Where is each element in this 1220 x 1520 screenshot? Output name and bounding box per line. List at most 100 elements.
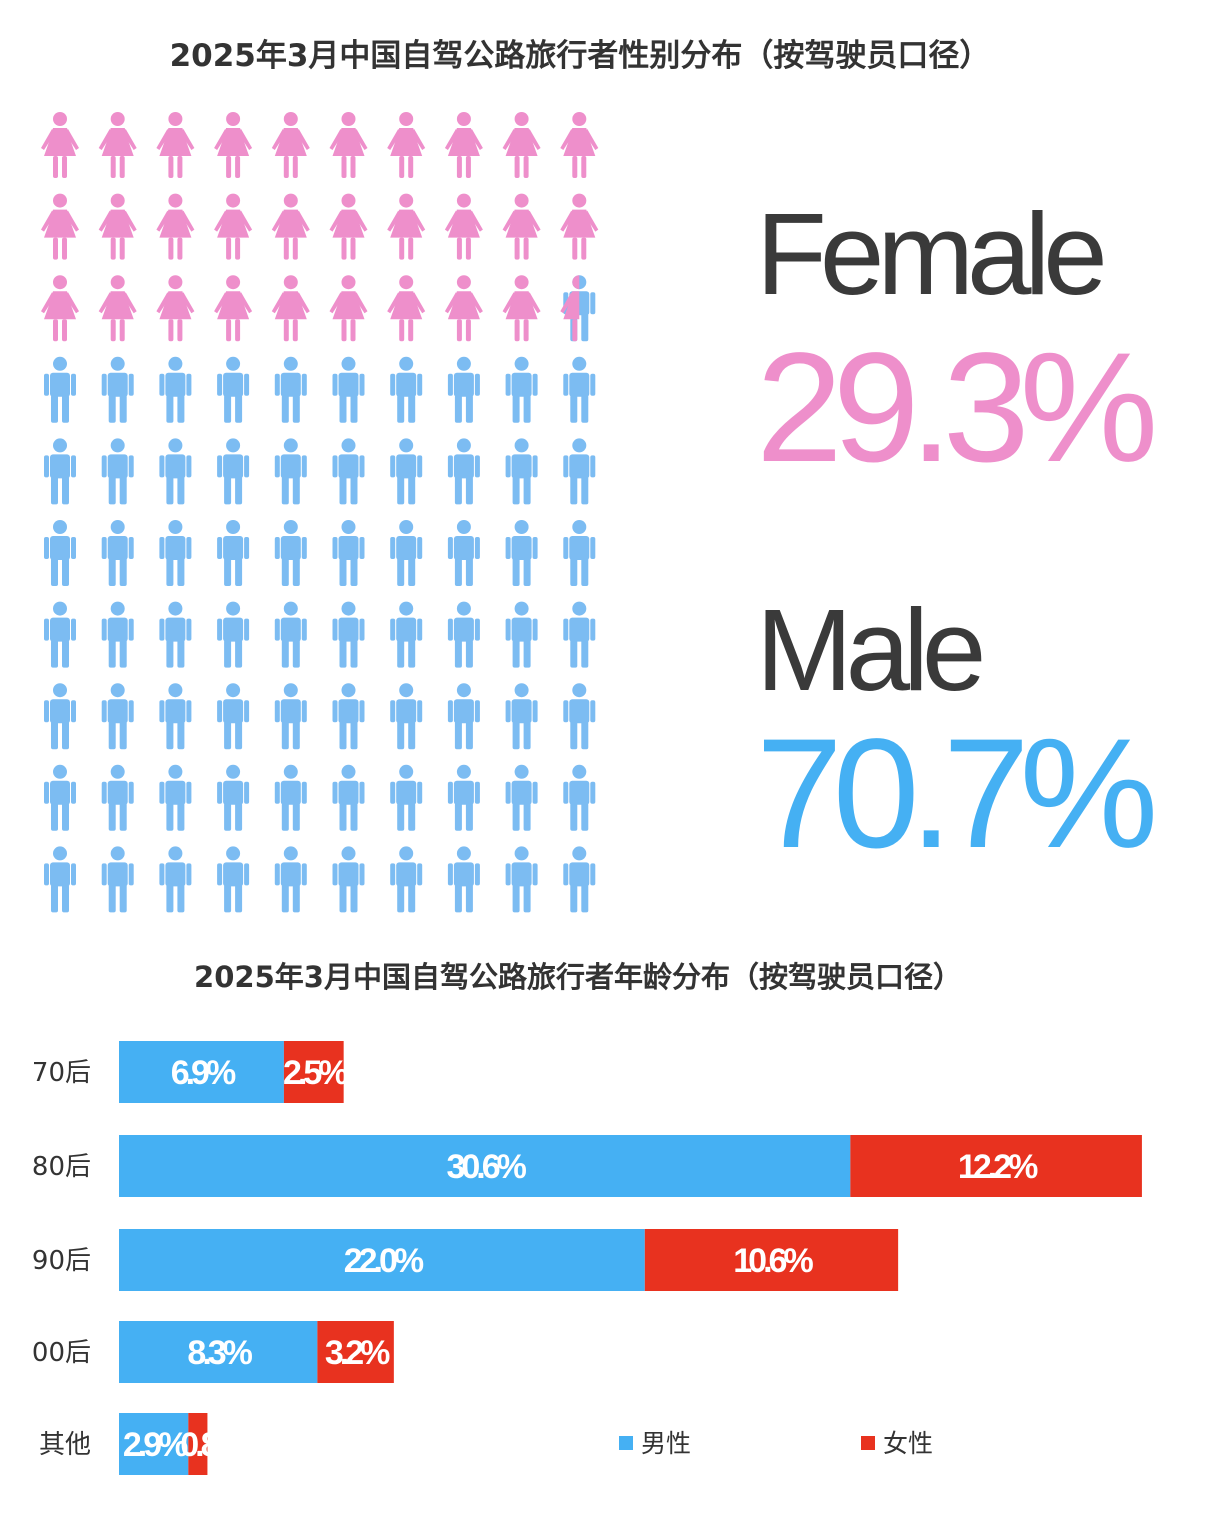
male-person-icon [563,520,596,586]
male-person-icon [159,846,192,913]
male-person-icon [44,846,76,913]
male-person-icon [44,438,76,505]
male-person-icon [447,683,480,750]
data-label: 2.5% [283,1054,348,1092]
male-person-icon [332,520,365,586]
male-person-icon [274,356,307,423]
male-person-icon [101,683,134,750]
legend-male-swatch [619,1436,633,1450]
male-person-icon [447,764,480,831]
male-person-icon [563,683,596,750]
female-person-icon [387,193,426,260]
male-person-icon [159,601,192,668]
male-person-icon [332,683,365,750]
male-person-icon [505,520,538,586]
female-label: Female [756,189,1108,319]
bar-segment-male [119,1229,645,1291]
female-person-icon [329,112,368,178]
male-person-icon [390,520,423,586]
data-label: 8.3% [187,1334,252,1372]
category-label: 其他 [39,1430,91,1460]
female-person-icon [387,275,426,342]
bar-segment-male [119,1135,851,1197]
female-person-icon [502,275,541,342]
male-person-icon [44,601,76,668]
legend-female-swatch [861,1436,875,1450]
male-person-icon [101,601,134,668]
female-person-icon [271,193,310,260]
age-chart-title: 2025年3月中国自驾公路旅行者年龄分布（按驾驶员口径） [194,960,962,994]
male-person-icon [44,356,76,423]
male-person-icon [44,683,76,750]
bar-segment-male [119,1413,189,1475]
male-person-icon [217,438,250,505]
female-person-icon [444,275,483,342]
male-person-icon [101,438,134,505]
female-percentage: 29.3% [756,321,1158,495]
male-person-icon [274,601,307,668]
male-person-icon [563,764,596,831]
male-person-icon [217,520,250,586]
waffle-chart [41,112,599,913]
female-person-icon [560,193,599,260]
female-person-icon [98,112,137,178]
male-person-icon [332,764,365,831]
data-label: 22.0% [344,1242,424,1280]
legend-male-label: 男性 [641,1429,691,1458]
bar-segment-female [317,1321,394,1383]
female-person-icon [156,275,195,342]
male-person-icon [332,846,365,913]
male-person-icon [563,438,596,505]
data-label: 0.8 [180,1426,218,1464]
data-label: 12.2% [958,1148,1038,1186]
male-person-icon [159,356,192,423]
female-person-icon [387,112,426,178]
data-label: 3.2% [325,1334,390,1372]
male-person-icon [447,356,480,423]
male-person-icon [274,846,307,913]
male-person-icon [505,683,538,750]
category-label: 00后 [32,1338,91,1368]
bar-segment-male [119,1041,284,1103]
male-person-icon [332,601,365,668]
data-label: 10.6% [733,1242,813,1280]
male-person-icon [563,356,596,423]
female-person-icon [41,193,79,260]
female-person-icon [156,112,195,178]
male-person-icon [44,520,76,586]
category-label: 90后 [32,1246,91,1276]
bar-segment-female [283,1041,344,1103]
male-person-icon [332,438,365,505]
bar-segment-female [850,1135,1142,1197]
male-percentage: 70.7% [756,707,1158,881]
male-person-icon [101,520,134,586]
female-person-icon [214,275,253,342]
male-person-icon [390,764,423,831]
mixed-person-icon [560,275,596,342]
gender-chart-title: 2025年3月中国自驾公路旅行者性别分布（按驾驶员口径） [169,38,991,74]
male-person-icon [274,764,307,831]
female-person-icon [329,193,368,260]
male-person-icon [274,520,307,586]
male-person-icon [390,356,423,423]
male-person-icon [159,438,192,505]
male-person-icon [217,356,250,423]
male-person-icon [159,683,192,750]
bar-segment-female [188,1413,208,1475]
female-person-icon [214,193,253,260]
data-label: 6.9% [171,1054,236,1092]
male-person-icon [159,764,192,831]
age-legend: 男性 女性 [619,1429,933,1458]
female-person-icon [98,275,137,342]
male-person-icon [563,601,596,668]
male-person-icon [447,601,480,668]
data-label: 30.6% [446,1148,526,1186]
male-person-icon [390,846,423,913]
female-person-icon [502,193,541,260]
male-person-icon [505,846,538,913]
male-label: Male [756,585,986,715]
male-person-icon [332,356,365,423]
male-person-icon [274,683,307,750]
female-person-icon [560,112,599,178]
male-person-icon [274,438,307,505]
